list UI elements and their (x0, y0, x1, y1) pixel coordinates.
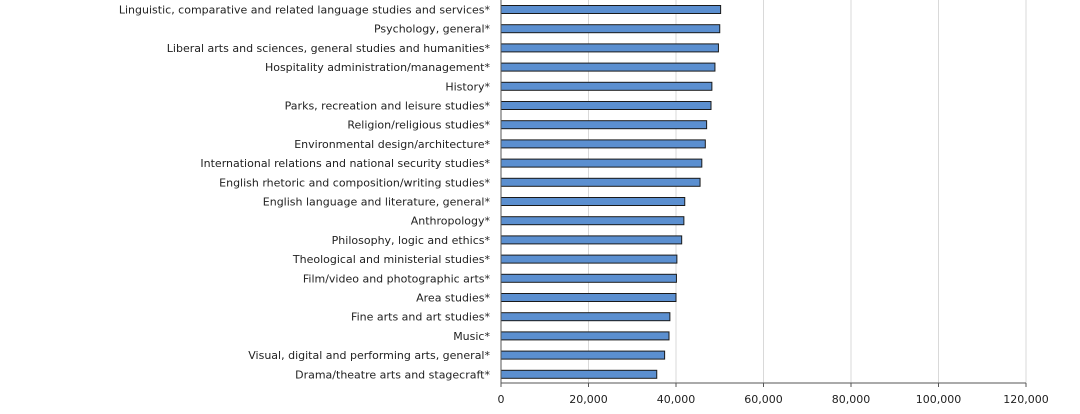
category-label-16: Fine arts and art studies* (351, 311, 490, 324)
category-label-1: Psychology, general* (374, 23, 491, 36)
category-label-2: Liberal arts and sciences, general studi… (167, 42, 491, 55)
bar-18 (500, 350, 666, 360)
category-label-12: Philosophy, logic and ethics* (332, 234, 491, 247)
bar-3 (500, 62, 716, 72)
x-tick-label-3: 60,000 (744, 393, 783, 406)
bar-12 (500, 235, 683, 245)
x-tick-label-6: 120,000 (1003, 393, 1049, 406)
bar-6 (500, 120, 708, 130)
x-tick-label-0: 0 (498, 393, 505, 406)
category-label-10: English language and literature, general… (263, 196, 491, 209)
bar-15 (500, 293, 677, 302)
bar-8 (500, 158, 703, 168)
category-label-14: Film/video and photographic arts* (303, 272, 491, 285)
category-label-19: Drama/theatre arts and stagecraft* (295, 368, 490, 381)
bar-14 (500, 273, 677, 283)
bar-7 (500, 139, 706, 149)
category-label-9: English rhetoric and composition/writing… (219, 176, 490, 189)
category-label-5: Parks, recreation and leisure studies* (285, 100, 491, 113)
bar-19 (500, 369, 658, 379)
category-label-7: Environmental design/architecture* (294, 138, 490, 151)
bar-0 (500, 5, 722, 14)
category-label-11: Anthropology* (411, 215, 491, 228)
bar-5 (500, 101, 712, 110)
bar-9 (500, 177, 701, 187)
bars (500, 5, 722, 379)
bar-13 (500, 254, 678, 264)
category-label-17: Music* (453, 330, 490, 343)
bar-11 (500, 216, 685, 226)
category-label-6: Religion/religious studies* (347, 119, 490, 132)
category-label-18: Visual, digital and performing arts, gen… (248, 349, 490, 362)
x-axis: 0 20,000 40,000 60,000 80,000 100,000 120,000 (498, 0, 1049, 406)
bar-16 (500, 312, 671, 322)
category-label-0: Linguistic, comparative and related lang… (119, 4, 491, 17)
bar-1 (500, 24, 721, 34)
bar-10 (500, 197, 686, 206)
bar-4 (500, 81, 713, 91)
x-tick-label-1: 20,000 (569, 393, 608, 406)
category-label-4: History* (445, 80, 490, 93)
category-label-8: International relations and national sec… (200, 157, 490, 170)
x-tick-label-4: 80,000 (832, 393, 871, 406)
x-tick-label-5: 100,000 (916, 393, 962, 406)
bar-17 (500, 331, 670, 341)
grid-lines (588, 0, 1027, 383)
bar-2 (500, 43, 719, 53)
category-label-13: Theological and ministerial studies* (292, 253, 491, 266)
category-labels: Linguistic, comparative and related lang… (119, 4, 491, 382)
x-tick-label-2: 40,000 (657, 393, 696, 406)
category-label-3: Hospitality administration/management* (265, 61, 491, 74)
category-label-15: Area studies* (416, 292, 490, 305)
